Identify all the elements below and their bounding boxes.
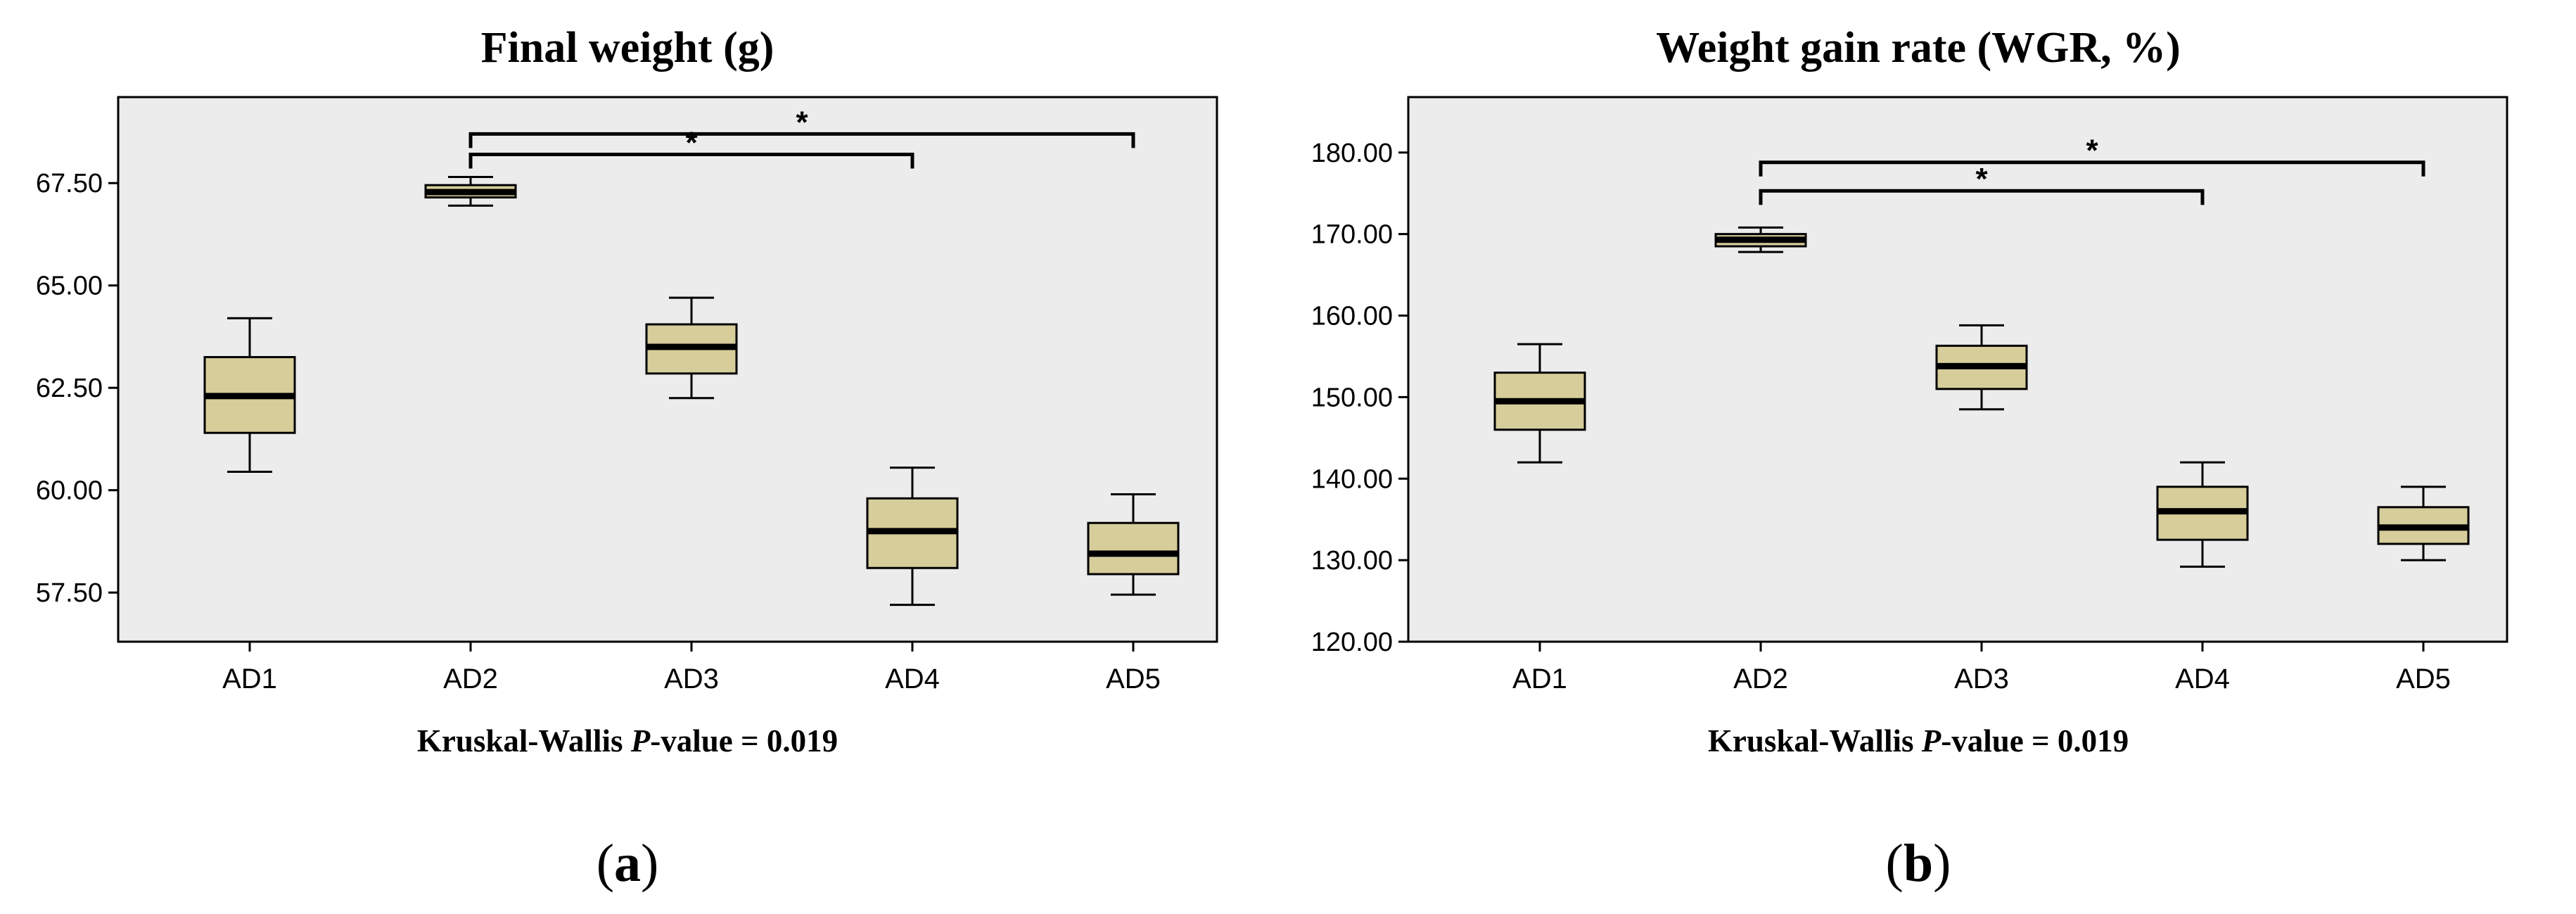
- bracket-line: [468, 152, 914, 169]
- panel-label-open: (: [1886, 834, 1904, 893]
- box-ad3: [645, 296, 738, 400]
- y-tick-label: 180.00: [1311, 139, 1393, 168]
- panel-label-close: ): [641, 834, 658, 893]
- panel-label: (a): [597, 834, 659, 893]
- box-ad2: [1714, 226, 1807, 253]
- kruskal-wallis-note: Kruskal-Wallis P-value = 0.019: [417, 723, 838, 759]
- y-tick-label: 62.50: [36, 374, 103, 403]
- note-p-italic: P: [1921, 723, 1941, 759]
- panel-label-close: ): [1933, 834, 1951, 893]
- box-ad1: [203, 317, 296, 473]
- panel-label-letter: a: [614, 834, 641, 893]
- y-tick-label: 65.00: [36, 272, 103, 301]
- bracket-line: [468, 132, 1135, 148]
- note-suffix: -value = 0.019: [650, 723, 838, 759]
- note-p-italic: P: [630, 723, 651, 759]
- kruskal-wallis-note: Kruskal-Wallis P-value = 0.019: [1708, 723, 2129, 759]
- y-tick-label: 150.00: [1311, 383, 1393, 412]
- y-tick-label: 130.00: [1311, 546, 1393, 576]
- note-suffix: -value = 0.019: [1941, 723, 2129, 759]
- significance-brackets: **: [1759, 134, 2425, 205]
- bracket-ad2-ad4: *: [1759, 162, 2205, 205]
- panel-label: (b): [1886, 834, 1951, 893]
- y-tick-label: 140.00: [1311, 464, 1393, 494]
- y-tick-label: 60.00: [36, 476, 103, 506]
- bracket-line: [1759, 189, 2205, 205]
- box-ad4: [2156, 461, 2249, 568]
- x-tick-label: AD5: [1106, 664, 1161, 694]
- significance-brackets: **: [468, 105, 1135, 169]
- significance-star: *: [1975, 162, 1988, 196]
- iqr-box: [1087, 521, 1180, 576]
- box-ad4: [866, 466, 959, 607]
- chart-final-weight: Final weight (g) 57.50 60.00 62.50 65.00 67.…: [36, 24, 1218, 893]
- x-tick-label: AD2: [1733, 664, 1788, 694]
- panel-label-letter: b: [1904, 834, 1933, 893]
- box-ad1: [1493, 343, 1586, 464]
- chart-title: Final weight (g): [481, 24, 774, 72]
- box-series: [1493, 226, 2470, 568]
- x-axis: AD1 AD2 AD3 AD4 AD5: [222, 642, 1161, 694]
- box-ad3: [1935, 324, 2028, 411]
- x-axis: AD1 AD2 AD3 AD4 AD5: [1512, 642, 2451, 694]
- x-tick-label: AD4: [2175, 664, 2230, 694]
- y-tick-label: 67.50: [36, 169, 103, 198]
- box-ad2: [424, 175, 517, 207]
- bracket-line: [1759, 160, 2425, 177]
- box-ad5: [1087, 493, 1180, 596]
- y-tick-label: 57.50: [36, 578, 103, 608]
- significance-star: *: [685, 125, 698, 160]
- bracket-ad2-ad5: *: [468, 105, 1135, 148]
- note-prefix: Kruskal-Wallis: [417, 723, 631, 759]
- box-series: [203, 175, 1180, 607]
- bracket-ad2-ad5: *: [1759, 134, 2425, 177]
- y-axis: 120.00 130.00 140.00 150.00 160.00 170.00 180.…: [1311, 139, 1408, 657]
- y-tick-label: 170.00: [1311, 220, 1393, 250]
- x-tick-label: AD4: [885, 664, 940, 694]
- x-tick-label: AD2: [443, 664, 498, 694]
- note-prefix: Kruskal-Wallis: [1708, 723, 1922, 759]
- significance-star: *: [2086, 134, 2098, 168]
- chart-title: Weight gain rate (WGR, %): [1656, 24, 2181, 72]
- x-tick-label: AD1: [1512, 664, 1567, 694]
- x-tick-label: AD1: [222, 664, 277, 694]
- y-tick-label: 120.00: [1311, 628, 1393, 657]
- x-tick-label: AD3: [1954, 664, 2009, 694]
- x-tick-label: AD5: [2396, 664, 2451, 694]
- panel-label-open: (: [597, 834, 614, 893]
- chart-weight-gain-rate: Weight gain rate (WGR, %) 120.00 130.00 14…: [1311, 24, 2508, 893]
- y-axis: 57.50 60.00 62.50 65.00 67.50: [36, 169, 118, 608]
- significance-star: *: [796, 105, 808, 139]
- y-tick-label: 160.00: [1311, 302, 1393, 331]
- x-tick-label: AD3: [664, 664, 719, 694]
- box-ad5: [2377, 485, 2470, 561]
